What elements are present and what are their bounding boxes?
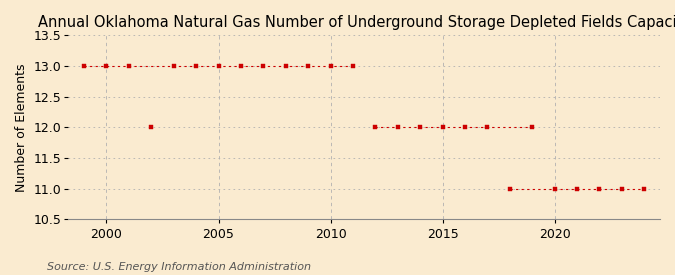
Text: Source: U.S. Energy Information Administration: Source: U.S. Energy Information Administ…	[47, 262, 311, 272]
Title: Annual Oklahoma Natural Gas Number of Underground Storage Depleted Fields Capaci: Annual Oklahoma Natural Gas Number of Un…	[38, 15, 675, 30]
Y-axis label: Number of Elements: Number of Elements	[15, 63, 28, 192]
